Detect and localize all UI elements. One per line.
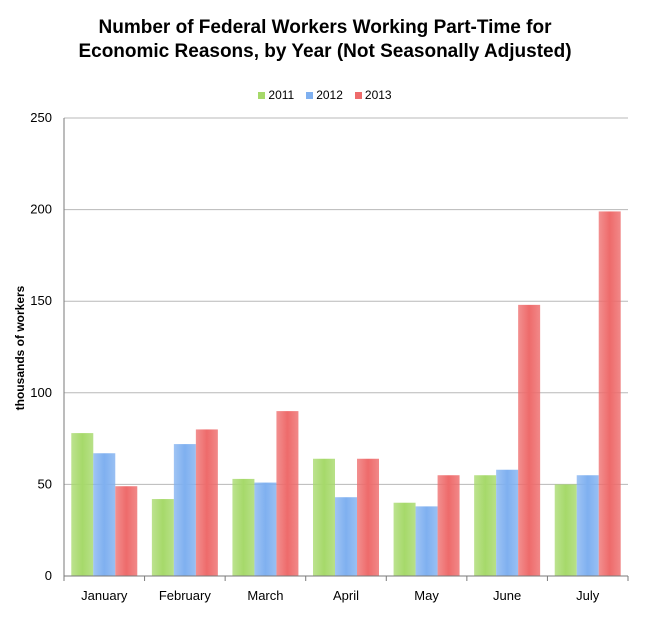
bar-april-2011 bbox=[313, 458, 335, 576]
chart-title-line-1: Number of Federal Workers Working Part-T… bbox=[98, 17, 552, 38]
bar-june-2012 bbox=[496, 469, 519, 576]
y-tick-100: 100 bbox=[30, 385, 52, 400]
y-tick-labels: 0 50 100 150 200 250 bbox=[30, 110, 52, 583]
bar-april-2013 bbox=[357, 458, 379, 576]
bar-march-2013 bbox=[276, 411, 299, 576]
x-tick-may: May bbox=[414, 588, 439, 603]
bar-march-2012 bbox=[254, 482, 277, 576]
bar-may-2013 bbox=[437, 475, 460, 576]
bar-january-2012 bbox=[93, 453, 116, 576]
bar-april-2012 bbox=[335, 497, 357, 576]
x-tick-labels: January February March April May June July bbox=[81, 588, 600, 603]
y-tick-0: 0 bbox=[45, 568, 52, 583]
bar-january-2011 bbox=[71, 433, 94, 576]
axes bbox=[63, 118, 629, 581]
x-tick-february: February bbox=[159, 588, 212, 603]
bar-february-2012 bbox=[173, 444, 196, 576]
x-tick-march: March bbox=[247, 588, 283, 603]
bar-may-2011 bbox=[393, 502, 416, 576]
legend-label-2013: 2013 bbox=[364, 88, 392, 102]
y-tick-250: 250 bbox=[30, 110, 52, 125]
x-tick-june: June bbox=[493, 588, 521, 603]
bar-july-2013 bbox=[598, 211, 621, 576]
legend-label-2012: 2012 bbox=[316, 88, 343, 102]
legend-item-2013: 2013 bbox=[354, 88, 392, 102]
y-tick-200: 200 bbox=[30, 202, 52, 217]
bar-may-2012 bbox=[415, 506, 438, 576]
legend-item-2012: 2012 bbox=[306, 88, 343, 102]
chart-title: Number of Federal Workers Working Part-T… bbox=[0, 16, 650, 64]
y-tick-150: 150 bbox=[30, 293, 52, 308]
legend-swatch-2013 bbox=[354, 91, 362, 99]
bar-july-2012 bbox=[576, 475, 599, 576]
bar-february-2013 bbox=[195, 429, 218, 576]
chart-legend: 2011 2012 2013 bbox=[0, 88, 650, 102]
legend-item-2011: 2011 bbox=[258, 88, 294, 102]
bars bbox=[71, 211, 621, 576]
legend-swatch-2011 bbox=[258, 91, 266, 99]
bar-july-2011 bbox=[554, 484, 577, 576]
legend-label-2011: 2011 bbox=[268, 88, 295, 102]
bar-march-2011 bbox=[232, 478, 255, 576]
bar-february-2011 bbox=[151, 499, 174, 576]
x-tick-july: July bbox=[576, 588, 600, 603]
x-tick-january: January bbox=[81, 588, 128, 603]
bar-january-2013 bbox=[115, 486, 138, 576]
gridlines bbox=[64, 117, 628, 485]
bar-june-2011 bbox=[474, 475, 497, 576]
bar-june-2013 bbox=[518, 304, 541, 576]
y-tick-50: 50 bbox=[38, 476, 52, 491]
x-tick-april: April bbox=[333, 588, 359, 603]
legend-swatch-2012 bbox=[306, 91, 314, 99]
chart-title-line-2: Economic Reasons, by Year (Not Seasonall… bbox=[78, 41, 572, 62]
